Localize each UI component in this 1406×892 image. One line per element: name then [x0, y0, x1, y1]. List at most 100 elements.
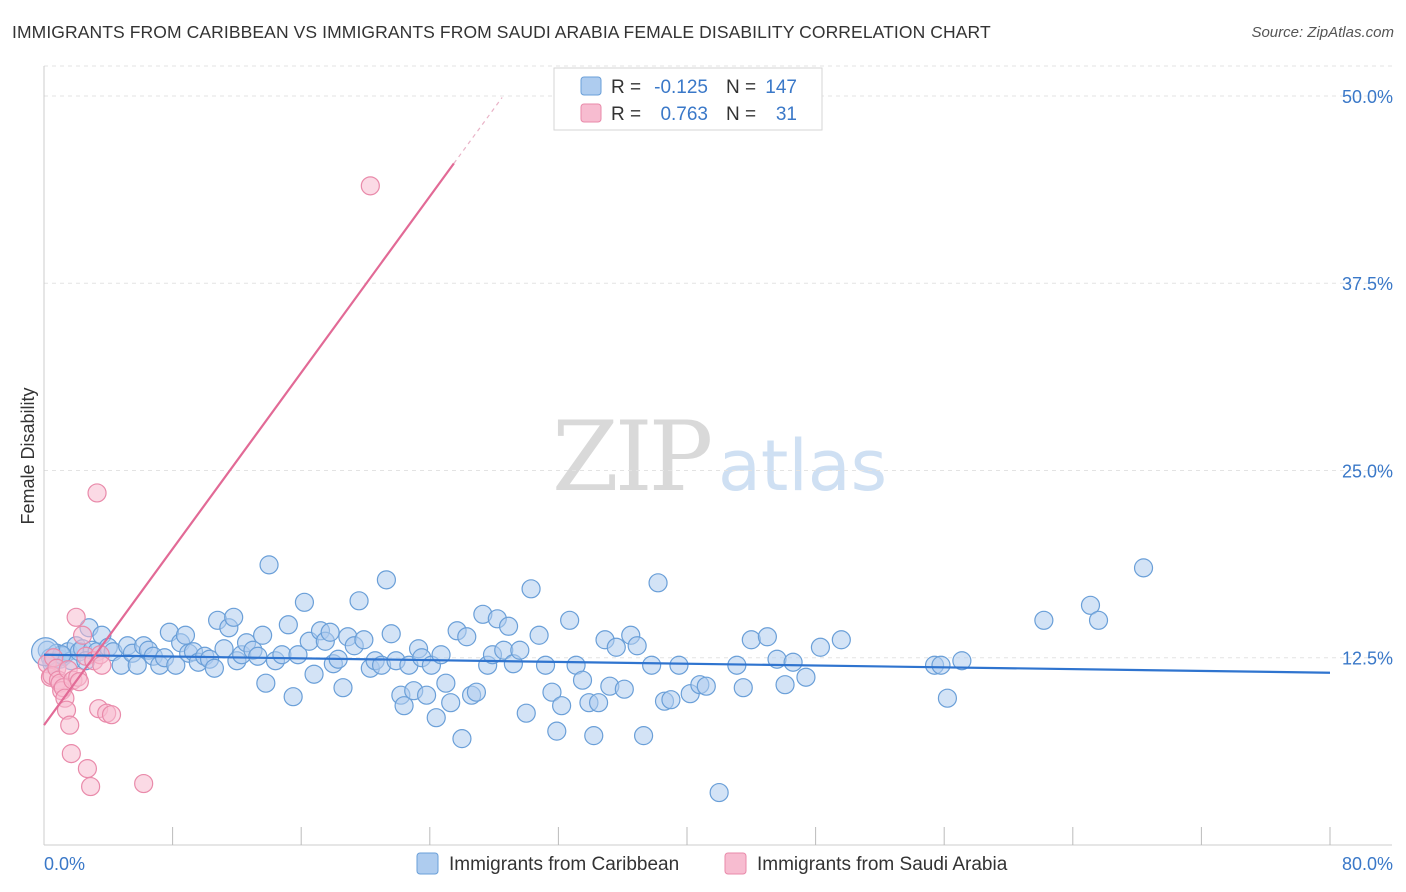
trend-lines [43, 97, 1331, 726]
caribbean-point-99 [529, 625, 549, 645]
caribbean-point-50 [278, 615, 298, 635]
caribbean-point-45 [253, 625, 273, 645]
saudi-point-26 [92, 655, 112, 675]
caribbean-point-116 [633, 726, 654, 746]
caribbean-point-49 [272, 645, 292, 665]
caribbean-point-100 [535, 655, 556, 675]
series-caribbean [31, 555, 1154, 803]
caribbean-point-137 [931, 655, 951, 675]
saudi-point-17 [69, 672, 89, 692]
x-tick-label-max: 80.0% [1342, 854, 1393, 874]
caribbean-point-128 [741, 630, 761, 650]
legend-swatch-pink [580, 103, 602, 123]
caribbean-point-29 [175, 625, 196, 645]
legend-r-label-1: R = [611, 77, 641, 98]
caribbean-point-69 [376, 570, 396, 590]
caribbean-point-58 [320, 622, 340, 642]
caribbean-point-124 [696, 676, 716, 696]
caribbean-point-115 [627, 636, 647, 656]
caribbean-point-138 [937, 688, 958, 708]
caribbean-point-65 [354, 630, 374, 650]
legend-r-value-2: 0.763 [660, 104, 708, 125]
caribbean-point-129 [757, 627, 777, 647]
legend-n-value-1: 147 [765, 77, 797, 98]
caribbean-point-20 [127, 655, 147, 675]
watermark-atlas: atlas [718, 425, 887, 507]
caribbean-point-35 [204, 658, 224, 678]
y-tick-label-0: 12.5% [1342, 649, 1393, 669]
caribbean-point-39 [224, 607, 244, 627]
caribbean-point-108 [584, 726, 604, 746]
legend-n-label-2: N = [726, 104, 756, 125]
chart-title: IMMIGRANTS FROM CARIBBEAN VS IMMIGRANTS … [12, 22, 991, 42]
legend-r-label-2: R = [611, 104, 641, 125]
caribbean-point-55 [304, 664, 324, 684]
caribbean-point-51 [283, 687, 303, 707]
caribbean-point-133 [796, 667, 816, 687]
caribbean-point-132 [783, 652, 803, 672]
caribbean-point-102 [547, 721, 567, 741]
legend-r-value-1: -0.125 [654, 77, 708, 98]
saudi-point-12 [60, 715, 80, 735]
caribbean-point-140 [1034, 610, 1054, 630]
caribbean-point-80 [426, 708, 446, 728]
caribbean-point-96 [510, 640, 530, 660]
legend-n-value-2: 31 [776, 104, 797, 125]
saudi-point-20 [77, 758, 98, 779]
caribbean-point-86 [457, 627, 477, 647]
gridlines [44, 65, 1392, 659]
caribbean-point-113 [614, 679, 634, 699]
caribbean-point-117 [642, 655, 662, 675]
caribbean-point-97 [516, 703, 536, 723]
caribbean-point-85 [452, 729, 472, 749]
caribbean-point-94 [498, 616, 519, 636]
caribbean-point-53 [294, 592, 315, 612]
caribbean-point-125 [709, 782, 729, 803]
axes [43, 66, 1392, 846]
y-tick-label-1: 25.0% [1342, 461, 1393, 481]
watermark-zip: ZIP [552, 401, 711, 513]
caribbean-point-134 [810, 637, 831, 657]
y-tick-label-2: 37.5% [1342, 274, 1393, 294]
x-tick-label-min: 0.0% [44, 854, 85, 874]
trend-line-caribbean [43, 653, 1331, 674]
caribbean-point-61 [333, 678, 353, 698]
saudi-point-28 [101, 705, 122, 725]
caribbean-point-112 [606, 637, 626, 657]
saudi-point-29 [134, 773, 154, 794]
caribbean-point-143 [1133, 558, 1154, 578]
caribbean-point-78 [416, 685, 437, 705]
saudi-point-18 [72, 625, 93, 645]
caribbean-point-139 [952, 651, 972, 671]
legend-n-label-1: N = [726, 77, 756, 98]
caribbean-point-127 [733, 678, 753, 698]
caribbean-point-142 [1088, 610, 1109, 630]
caribbean-point-73 [394, 696, 414, 716]
saudi-point-23 [87, 483, 107, 503]
caribbean-point-47 [259, 555, 279, 575]
x-ticks [172, 827, 1331, 845]
y-tick-label-3: 50.0% [1342, 87, 1393, 107]
caribbean-point-103 [552, 696, 572, 716]
caribbean-point-88 [466, 682, 487, 702]
bottom-legend-label-saudi-arabia: Immigrants from Saudi Arabia [757, 854, 1008, 875]
caribbean-point-141 [1080, 595, 1101, 615]
saudi-point-21 [81, 776, 101, 797]
caribbean-point-98 [521, 579, 541, 599]
caribbean-point-135 [831, 630, 851, 650]
trend-line-saudi [43, 162, 455, 726]
bottom-legend-swatch-blue [416, 852, 439, 875]
caribbean-point-64 [349, 591, 369, 611]
y-tick-labels: 12.5% 25.0% 37.5% 50.0% [1342, 87, 1393, 669]
caribbean-point-121 [669, 655, 689, 675]
y-axis-title: Female Disability [18, 387, 38, 524]
caribbean-point-104 [560, 610, 580, 630]
caribbean-point-106 [572, 670, 593, 690]
correlation-legend: R = -0.125 N = 147 R = 0.763 N = 31 [553, 67, 823, 131]
caribbean-point-109 [588, 693, 609, 713]
series-saudi-arabia [37, 176, 380, 797]
series-legend: Immigrants from Caribbean Immigrants fro… [416, 852, 1008, 875]
trend-line-saudi-extension [453, 97, 503, 164]
caribbean-point-44 [248, 646, 268, 666]
legend-swatch-blue [580, 76, 602, 96]
